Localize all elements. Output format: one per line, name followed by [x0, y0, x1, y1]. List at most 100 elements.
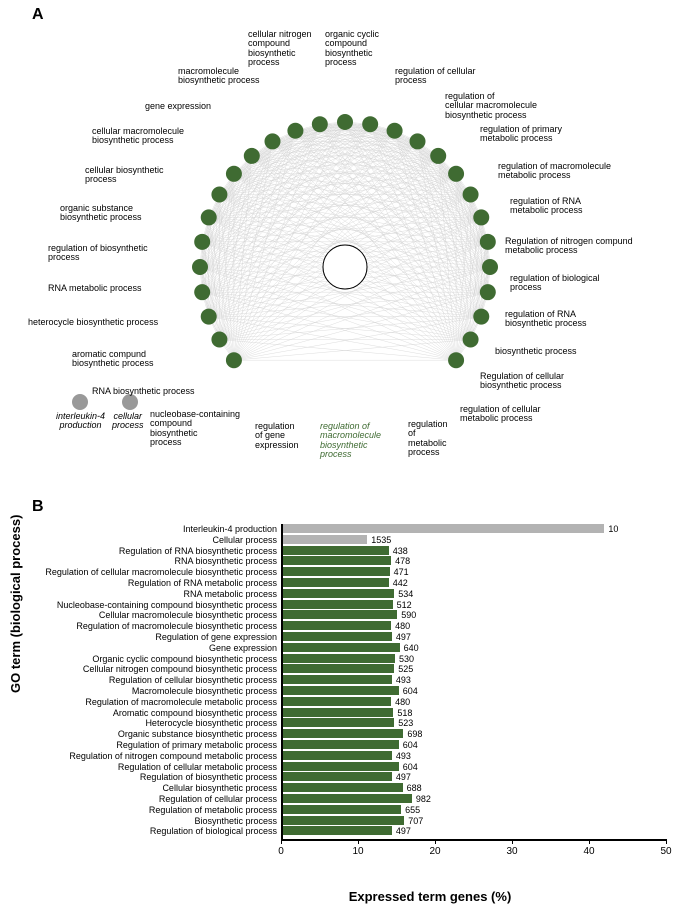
- bar-row: Regulation of RNA metabolic process442: [0, 578, 683, 589]
- bar-rect: [281, 729, 403, 738]
- bar-row: Regulation of cellular macromolecule bio…: [0, 567, 683, 578]
- network-node: [463, 332, 479, 348]
- bar-row: RNA biosynthetic process 478: [0, 556, 683, 567]
- bar-rect: [281, 610, 397, 619]
- network-node: [362, 116, 378, 132]
- network-diagram: organic cyclic compound biosynthetic pro…: [0, 12, 683, 492]
- bar-label: Regulation of metabolic process: [12, 805, 277, 815]
- network-node: [192, 259, 208, 275]
- node-label: macromolecule biosynthetic process: [178, 67, 260, 86]
- bar-label: Regulation of primary metabolic process: [12, 740, 277, 750]
- node-label: gene expression: [145, 102, 211, 111]
- node-label: regulation of gene expression: [255, 422, 299, 450]
- network-node: [430, 148, 446, 164]
- bar-row: Cellular biosynthetic process688: [0, 783, 683, 794]
- bar-row: Organic substance biosynthetic process69…: [0, 729, 683, 740]
- bar-label: Regulation of biosynthetic process: [12, 772, 277, 782]
- bar-row: Regulation of biological process 497: [0, 826, 683, 837]
- bar-rect: [281, 816, 404, 825]
- x-tick-label: 10: [352, 846, 363, 857]
- bar-rect: [281, 600, 393, 609]
- bar-rect: [281, 664, 394, 673]
- bar-row: Organic cyclic compound biosynthetic pro…: [0, 654, 683, 665]
- bar-value: 698: [407, 729, 422, 739]
- bar-value: 10: [608, 524, 618, 534]
- bar-rect: [281, 697, 391, 706]
- node-label: regulation of cellular macromolecule bio…: [445, 92, 537, 120]
- bar-label: Regulation of cellular process: [12, 794, 277, 804]
- bar-value: 497: [396, 826, 411, 836]
- bar-value: 497: [396, 772, 411, 782]
- bar-label: Biosynthetic process: [12, 816, 277, 826]
- bar-row: RNA metabolic process 534: [0, 589, 683, 600]
- bar-row: Heterocycle biosynthetic process 523: [0, 718, 683, 729]
- bar-label: Aromatic compound biosynthetic process: [12, 708, 277, 718]
- bar-row: Cellular nitrogen compound biosynthetic …: [0, 664, 683, 675]
- network-node: [448, 352, 464, 368]
- bar-value: 530: [399, 654, 414, 664]
- bar-rect: [281, 556, 391, 565]
- bar-rect: [281, 675, 392, 684]
- node-label: RNA biosynthetic process: [92, 387, 195, 396]
- bar-value: 640: [404, 643, 419, 653]
- bar-row: Regulation of macromolecule biosynthetic…: [0, 621, 683, 632]
- bar-label: Regulation of biological process: [12, 826, 277, 836]
- x-tick-label: 40: [583, 846, 594, 857]
- bar-value: 604: [403, 762, 418, 772]
- bar-value: 480: [395, 621, 410, 631]
- bar-row: Regulation of primary metabolic process 6…: [0, 740, 683, 751]
- bar-value: 604: [403, 740, 418, 750]
- bar-rect: [281, 654, 395, 663]
- bar-rect: [281, 589, 394, 598]
- node-label: organic cyclic compound biosynthetic pro…: [325, 30, 379, 68]
- bar-label: Regulation of nitrogen compound metaboli…: [12, 751, 277, 761]
- network-node: [473, 309, 489, 325]
- network-node: [337, 114, 353, 130]
- x-tick-label: 20: [429, 846, 440, 857]
- bar-row: Macromolecule biosynthetic process604: [0, 686, 683, 697]
- bar-row: Regulation of cellular process982: [0, 794, 683, 805]
- node-label-detached: interleukin-4 production: [56, 412, 105, 431]
- bar-rect: [281, 718, 394, 727]
- network-node: [448, 166, 464, 182]
- node-label: regulation of RNA biosynthetic process: [505, 310, 587, 329]
- node-label: Regulation of cellular biosynthetic proc…: [480, 372, 564, 391]
- bar-value: 534: [398, 589, 413, 599]
- bar-value: 478: [395, 556, 410, 566]
- bar-value: 590: [401, 610, 416, 620]
- network-node: [473, 209, 489, 225]
- bar-chart: GO term (biological process) Expressed t…: [0, 518, 683, 908]
- bar-row: Nucleobase-containing compound biosynthe…: [0, 600, 683, 611]
- bar-row: Regulation of macromolecule metabolic pr…: [0, 697, 683, 708]
- node-label: RNA metabolic process: [48, 284, 142, 293]
- network-node: [463, 187, 479, 203]
- bar-row: Regulation of cellular biosynthetic proc…: [0, 675, 683, 686]
- bar-label: RNA biosynthetic process: [12, 556, 277, 566]
- bar-label: Regulation of macromolecule metabolic pr…: [12, 697, 277, 707]
- node-label: nucleobase-containing compound biosynthe…: [150, 410, 240, 448]
- bar-rect: [281, 762, 399, 771]
- bar-value: 471: [394, 567, 409, 577]
- bar-rect: [281, 621, 391, 630]
- bar-row: Cellular process1535: [0, 535, 683, 546]
- bar-rect: [281, 783, 403, 792]
- bar-label: Macromolecule biosynthetic process: [12, 686, 277, 696]
- bar-label: Regulation of gene expression: [12, 632, 277, 642]
- bar-label: Cellular biosynthetic process: [12, 783, 277, 793]
- bar-value: 480: [395, 697, 410, 707]
- network-node: [265, 133, 281, 149]
- bar-row: Aromatic compound biosynthetic process51…: [0, 708, 683, 719]
- network-node: [211, 332, 227, 348]
- bar-label: Heterocycle biosynthetic process: [12, 718, 277, 728]
- bar-label: Cellular nitrogen compound biosynthetic …: [12, 664, 277, 674]
- bar-label: Gene expression: [12, 643, 277, 653]
- bar-row: Regulation of cellular metabolic process…: [0, 762, 683, 773]
- bar-label: Regulation of RNA biosynthetic process: [12, 546, 277, 556]
- bar-value: 512: [397, 600, 412, 610]
- node-label: cellular nitrogen compound biosynthetic …: [248, 30, 312, 68]
- bar-value: 523: [398, 718, 413, 728]
- bar-rect: [281, 826, 392, 835]
- bar-label: RNA metabolic process: [12, 589, 277, 599]
- panel-b-label: B: [32, 498, 44, 516]
- node-label: regulation of biosynthetic process: [48, 244, 148, 263]
